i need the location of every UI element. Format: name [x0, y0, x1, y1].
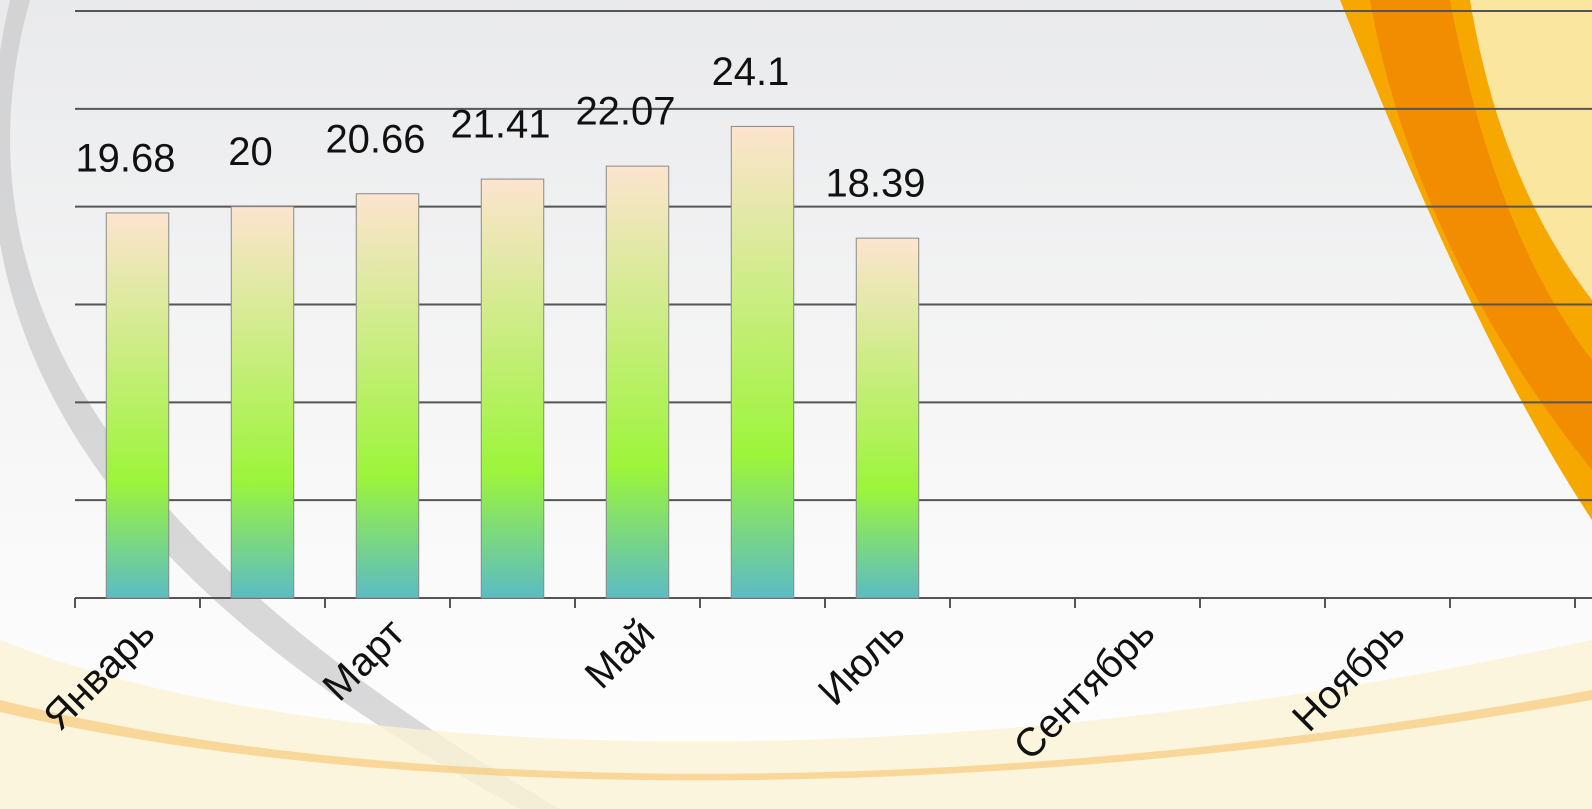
- decor-swoosh: [1370, 0, 1592, 470]
- decor-swoosh: [1470, 0, 1592, 300]
- bar: [355, 193, 420, 599]
- data-label: 20.66: [325, 117, 425, 161]
- data-label: 21.41: [450, 103, 550, 147]
- decor-swoosh: [0, 0, 560, 809]
- data-label: 18.39: [825, 162, 925, 206]
- bar: [605, 165, 670, 599]
- data-label: 24.1: [712, 50, 790, 94]
- data-label: 20: [228, 130, 273, 174]
- bar: [230, 206, 295, 599]
- bar: [730, 125, 795, 599]
- bar: [105, 212, 170, 599]
- data-label: 22.07: [575, 90, 675, 134]
- bar: [855, 237, 920, 599]
- bar: [480, 178, 545, 599]
- data-label: 19.68: [75, 136, 175, 180]
